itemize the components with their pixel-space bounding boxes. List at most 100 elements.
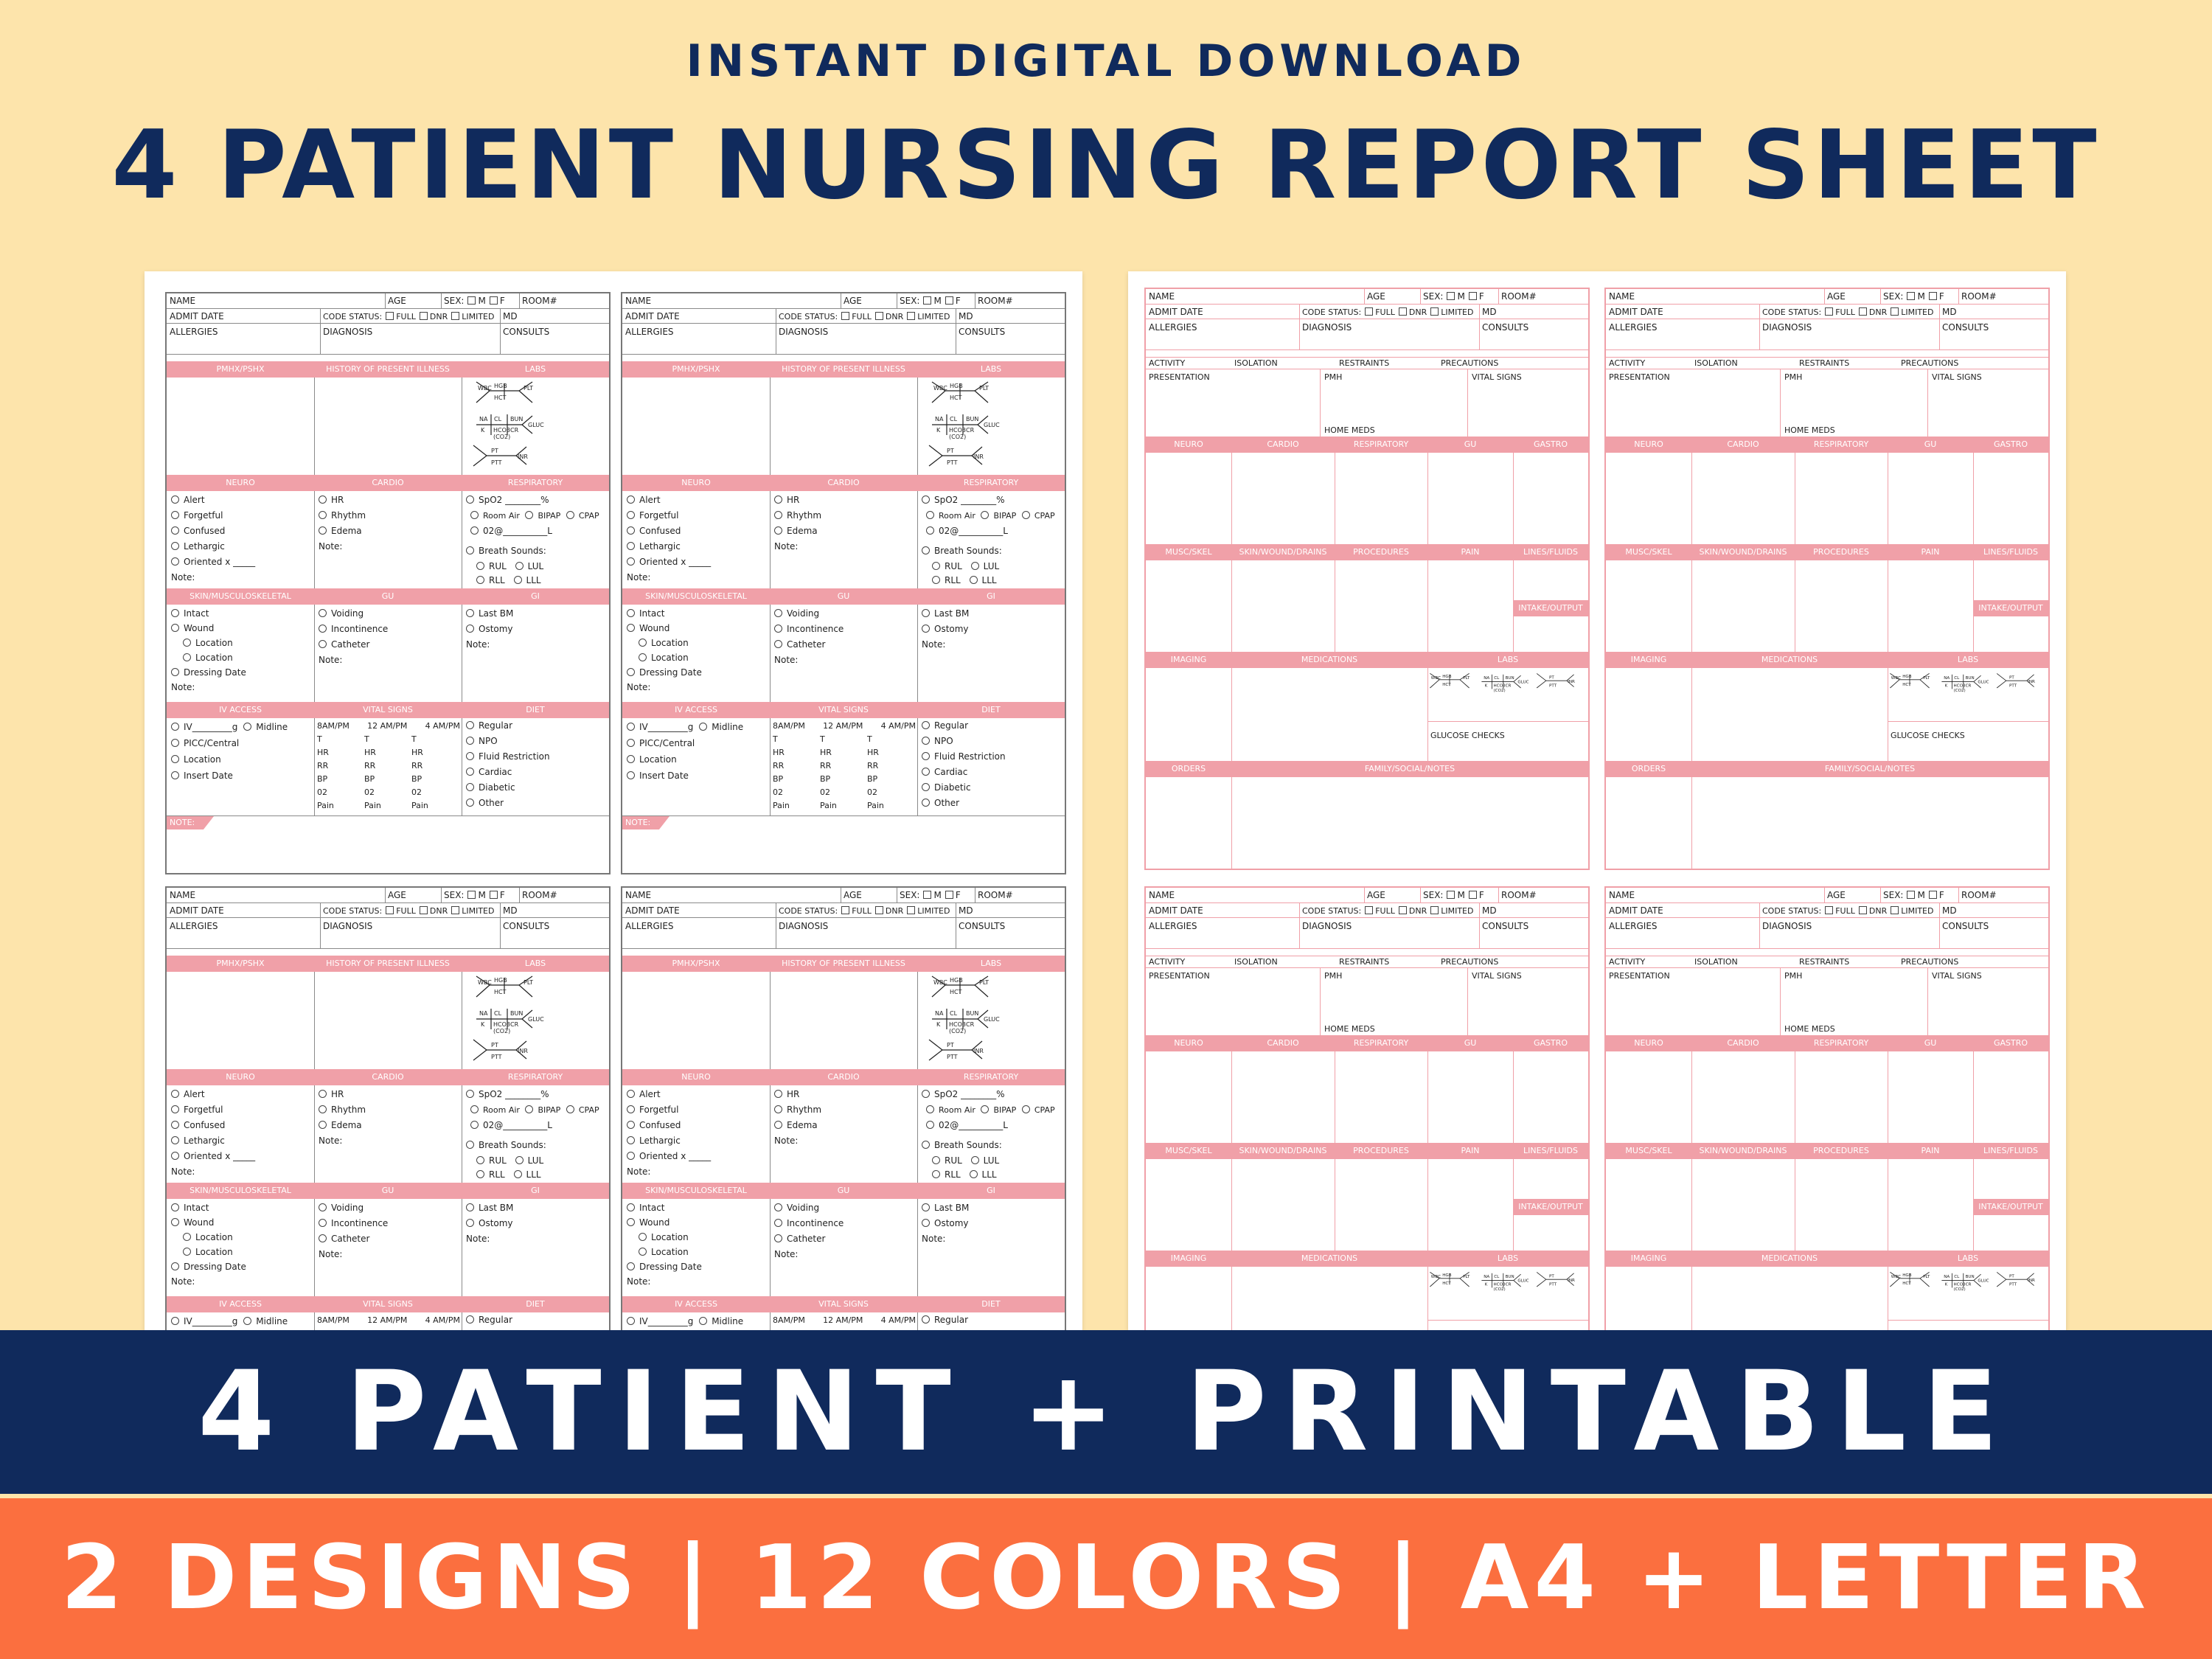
sex-m-checkbox[interactable]: [923, 296, 932, 305]
neuro-radio[interactable]: [171, 495, 179, 504]
sex-m-checkbox[interactable]: [467, 296, 476, 305]
sex-f-checkbox[interactable]: [945, 891, 953, 899]
neuro-radio[interactable]: [627, 1121, 635, 1129]
midline-radio[interactable]: [243, 1317, 252, 1325]
gi-radio[interactable]: [922, 609, 930, 617]
gu-radio[interactable]: [774, 1219, 782, 1227]
skin-radio[interactable]: [639, 653, 647, 661]
gu-radio[interactable]: [319, 609, 327, 617]
diet-radio[interactable]: [922, 721, 930, 729]
sex-f-checkbox[interactable]: [1928, 891, 1937, 899]
gu-option[interactable]: Voiding: [319, 609, 388, 625]
skin-option[interactable]: Dressing Date: [627, 1262, 702, 1277]
neuro-option[interactable]: Alert: [627, 1090, 711, 1105]
rul-radio[interactable]: [932, 562, 940, 570]
rll-radio[interactable]: [932, 576, 940, 584]
skin-radio[interactable]: [639, 639, 647, 647]
cardio-option[interactable]: Rhythm: [774, 511, 821, 526]
spo2-radio[interactable]: [922, 495, 930, 504]
lul-radio[interactable]: [515, 562, 524, 570]
diet-radio[interactable]: [466, 721, 474, 729]
neuro-option[interactable]: Forgetful: [627, 1105, 711, 1121]
bipap-radio[interactable]: [981, 511, 990, 519]
cardio-radio[interactable]: [319, 1121, 327, 1129]
iv-location-radio[interactable]: [171, 755, 179, 763]
gu-option[interactable]: Incontinence: [319, 1219, 388, 1234]
gi-radio[interactable]: [466, 609, 474, 617]
neuro-radio[interactable]: [171, 557, 179, 566]
insert-date-radio[interactable]: [627, 771, 635, 779]
gu-radio[interactable]: [774, 640, 782, 648]
neuro-radio[interactable]: [171, 1136, 179, 1144]
neuro-option[interactable]: Oriented x _____: [627, 1152, 711, 1167]
neuro-option[interactable]: Confused: [627, 1121, 711, 1136]
lll-radio[interactable]: [513, 1170, 522, 1178]
cardio-option[interactable]: Edema: [774, 1121, 821, 1136]
code-dnr-checkbox[interactable]: [874, 312, 883, 320]
diet-option[interactable]: Regular: [922, 721, 1006, 737]
code-dnr-checkbox[interactable]: [1398, 906, 1407, 914]
code-full-checkbox[interactable]: [841, 312, 850, 320]
breath-sounds-radio[interactable]: [922, 546, 930, 554]
gi-option[interactable]: Last BM: [922, 609, 969, 625]
gu-option[interactable]: Incontinence: [774, 625, 844, 640]
rll-radio[interactable]: [476, 1170, 484, 1178]
cardio-option[interactable]: HR: [319, 495, 366, 511]
skin-radio[interactable]: [171, 668, 179, 676]
neuro-radio[interactable]: [627, 1105, 635, 1113]
cardio-radio[interactable]: [774, 511, 782, 519]
diet-radio[interactable]: [922, 799, 930, 807]
cardio-radio[interactable]: [774, 495, 782, 504]
skin-option[interactable]: Location: [627, 653, 702, 668]
gu-option[interactable]: Incontinence: [774, 1219, 844, 1234]
lll-radio[interactable]: [513, 576, 522, 584]
rll-radio[interactable]: [932, 1170, 940, 1178]
neuro-radio[interactable]: [627, 511, 635, 519]
neuro-radio[interactable]: [627, 1136, 635, 1144]
gu-radio[interactable]: [319, 1234, 327, 1242]
iv-location-radio[interactable]: [627, 755, 635, 763]
neuro-option[interactable]: Confused: [627, 526, 711, 542]
sex-m-checkbox[interactable]: [1907, 292, 1916, 300]
gi-option[interactable]: Last BM: [466, 609, 513, 625]
skin-radio[interactable]: [183, 1248, 191, 1256]
neuro-option[interactable]: Alert: [171, 1090, 255, 1105]
skin-option[interactable]: Location: [627, 639, 702, 653]
gu-option[interactable]: Catheter: [774, 640, 844, 655]
diet-option[interactable]: Regular: [466, 1315, 550, 1331]
sex-f-checkbox[interactable]: [945, 296, 953, 305]
diet-option[interactable]: Other: [922, 799, 1006, 814]
neuro-option[interactable]: Confused: [171, 526, 255, 542]
o2-radio[interactable]: [470, 1121, 479, 1129]
code-dnr-checkbox[interactable]: [1858, 906, 1867, 914]
code-limited-checkbox[interactable]: [1430, 906, 1439, 914]
diet-option[interactable]: Cardiac: [922, 768, 1006, 783]
lll-radio[interactable]: [969, 576, 978, 584]
skin-radio[interactable]: [171, 1262, 179, 1270]
code-full-checkbox[interactable]: [386, 906, 394, 914]
cardio-radio[interactable]: [319, 495, 327, 504]
skin-option[interactable]: Intact: [171, 609, 246, 624]
skin-option[interactable]: Wound: [627, 1218, 702, 1233]
diet-option[interactable]: Regular: [466, 721, 550, 737]
cardio-option[interactable]: Edema: [319, 1121, 366, 1136]
iv-radio[interactable]: [627, 1317, 635, 1325]
gi-radio[interactable]: [922, 625, 930, 633]
skin-option[interactable]: Dressing Date: [171, 1262, 246, 1277]
neuro-radio[interactable]: [171, 526, 179, 535]
iv-radio[interactable]: [627, 723, 635, 731]
skin-option[interactable]: Location: [627, 1233, 702, 1248]
lul-radio[interactable]: [515, 1156, 524, 1164]
cardio-radio[interactable]: [774, 1105, 782, 1113]
gi-radio[interactable]: [466, 1219, 474, 1227]
neuro-option[interactable]: Oriented x _____: [171, 1152, 255, 1167]
code-full-checkbox[interactable]: [1365, 906, 1374, 914]
gu-radio[interactable]: [319, 640, 327, 648]
code-limited-checkbox[interactable]: [451, 312, 460, 320]
lll-radio[interactable]: [969, 1170, 978, 1178]
neuro-radio[interactable]: [171, 542, 179, 550]
o2-radio[interactable]: [926, 1121, 934, 1129]
neuro-radio[interactable]: [627, 542, 635, 550]
sex-f-checkbox[interactable]: [1468, 292, 1477, 300]
gi-option[interactable]: Ostomy: [922, 1219, 969, 1234]
